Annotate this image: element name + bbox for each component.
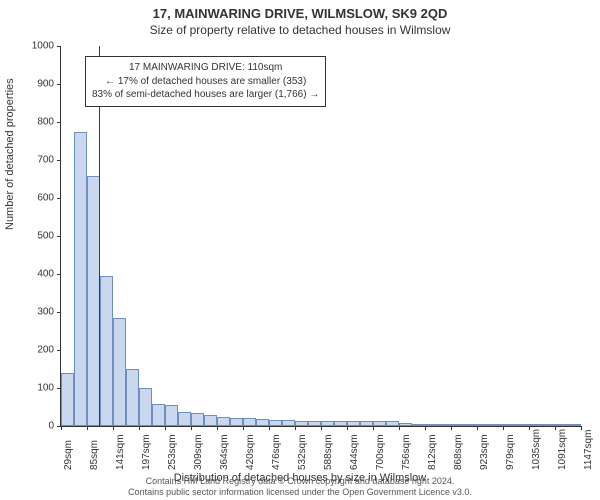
histogram-bar (308, 421, 321, 426)
y-tick-mark (57, 84, 61, 85)
x-tick-label: 476sqm (271, 434, 282, 470)
x-tick-label: 588sqm (323, 434, 334, 470)
histogram-bar (243, 418, 256, 426)
plot-area: 17 MAINWARING DRIVE: 110sqm← 17% of deta… (60, 46, 581, 427)
histogram-bar (373, 421, 386, 426)
histogram-bar (230, 418, 243, 426)
histogram-bar (451, 424, 464, 426)
x-tick-label: 1147sqm (583, 430, 594, 470)
x-tick-label: 700sqm (375, 434, 386, 470)
y-tick-label: 700 (37, 155, 54, 166)
x-tick-label: 141sqm (115, 434, 126, 470)
y-tick-label: 200 (37, 345, 54, 356)
histogram-bar (477, 424, 490, 426)
histogram-bar (334, 421, 347, 426)
footer-line-2: Contains public sector information licen… (0, 487, 600, 498)
histogram-bar (516, 424, 529, 426)
y-tick-mark (57, 198, 61, 199)
x-tick-label: 197sqm (141, 434, 152, 470)
x-tick-label: 532sqm (297, 434, 308, 470)
y-tick-mark (57, 312, 61, 313)
y-tick-label: 900 (37, 79, 54, 90)
x-tick-label: 756sqm (401, 434, 412, 470)
x-tick-mark (581, 426, 582, 430)
histogram-bar (503, 424, 516, 426)
y-tick-mark (57, 350, 61, 351)
x-tick-label: 29sqm (63, 440, 74, 470)
y-tick-label: 300 (37, 307, 54, 318)
y-tick-label: 500 (37, 231, 54, 242)
x-tick-label: 253sqm (167, 434, 178, 470)
histogram-bar (568, 424, 581, 426)
histogram-bar (178, 412, 191, 426)
y-tick-mark (57, 160, 61, 161)
histogram-bar (165, 405, 178, 426)
plot-outer: 17 MAINWARING DRIVE: 110sqm← 17% of deta… (60, 46, 580, 426)
y-tick-label: 600 (37, 193, 54, 204)
histogram-bar (204, 415, 217, 426)
annotation-line-2: ← 17% of detached houses are smaller (35… (92, 75, 319, 89)
x-axis-ticks: 29sqm 85sqm 141sqm 197sqm 253sqm 309sqm 364sqm… (60, 428, 580, 478)
y-tick-label: 1000 (32, 41, 54, 52)
y-tick-label: 800 (37, 117, 54, 128)
chart-footer: Contains HM Land Registry data © Crown c… (0, 476, 600, 498)
histogram-bar (217, 417, 230, 427)
y-tick-mark (57, 122, 61, 123)
chart-container: 17, MAINWARING DRIVE, WILMSLOW, SK9 2QD … (0, 0, 600, 500)
histogram-bar (399, 423, 412, 426)
histogram-bar (464, 424, 477, 426)
histogram-bar (555, 424, 568, 426)
histogram-bar (256, 419, 269, 426)
x-tick-label: 868sqm (453, 434, 464, 470)
y-tick-label: 0 (48, 421, 54, 432)
x-tick-label: 923sqm (479, 434, 490, 470)
x-tick-label: 812sqm (427, 434, 438, 470)
y-axis-ticks: 01002003004005006007008009001000 (0, 46, 58, 426)
annotation-box: 17 MAINWARING DRIVE: 110sqm← 17% of deta… (85, 56, 326, 107)
x-tick-label: 309sqm (193, 434, 204, 470)
footer-line-1: Contains HM Land Registry data © Crown c… (0, 476, 600, 487)
x-tick-label: 420sqm (245, 434, 256, 470)
histogram-bar (347, 421, 360, 426)
histogram-bar (61, 373, 74, 426)
histogram-bar (295, 421, 308, 426)
histogram-bar (74, 132, 87, 427)
histogram-bar (113, 318, 126, 426)
x-tick-label: 1091sqm (557, 429, 568, 470)
histogram-bar (542, 424, 555, 426)
y-tick-mark (57, 46, 61, 47)
histogram-bar (386, 421, 399, 426)
histogram-bar (152, 404, 165, 426)
histogram-bar (412, 424, 425, 426)
x-tick-label: 1035sqm (531, 429, 542, 470)
histogram-bar (438, 424, 451, 426)
histogram-bar (126, 369, 139, 426)
histogram-bar (269, 420, 282, 426)
histogram-bar (425, 424, 438, 426)
histogram-bar (139, 388, 152, 426)
chart-title: 17, MAINWARING DRIVE, WILMSLOW, SK9 2QD (0, 0, 600, 21)
x-tick-label: 644sqm (349, 434, 360, 470)
y-tick-mark (57, 236, 61, 237)
histogram-bar (529, 424, 542, 426)
annotation-line-1: 17 MAINWARING DRIVE: 110sqm (92, 61, 319, 75)
histogram-bar (490, 424, 503, 426)
histogram-bar (360, 421, 373, 426)
y-tick-label: 400 (37, 269, 54, 280)
annotation-line-3: 83% of semi-detached houses are larger (… (92, 88, 319, 102)
histogram-bar (100, 276, 113, 426)
histogram-bar (191, 413, 204, 426)
y-tick-label: 100 (37, 383, 54, 394)
histogram-bar (282, 420, 295, 426)
y-tick-mark (57, 274, 61, 275)
x-tick-label: 979sqm (505, 434, 516, 470)
x-tick-label: 364sqm (219, 434, 230, 470)
x-tick-label: 85sqm (89, 440, 100, 470)
chart-subtitle: Size of property relative to detached ho… (0, 21, 600, 37)
histogram-bar (321, 421, 334, 426)
